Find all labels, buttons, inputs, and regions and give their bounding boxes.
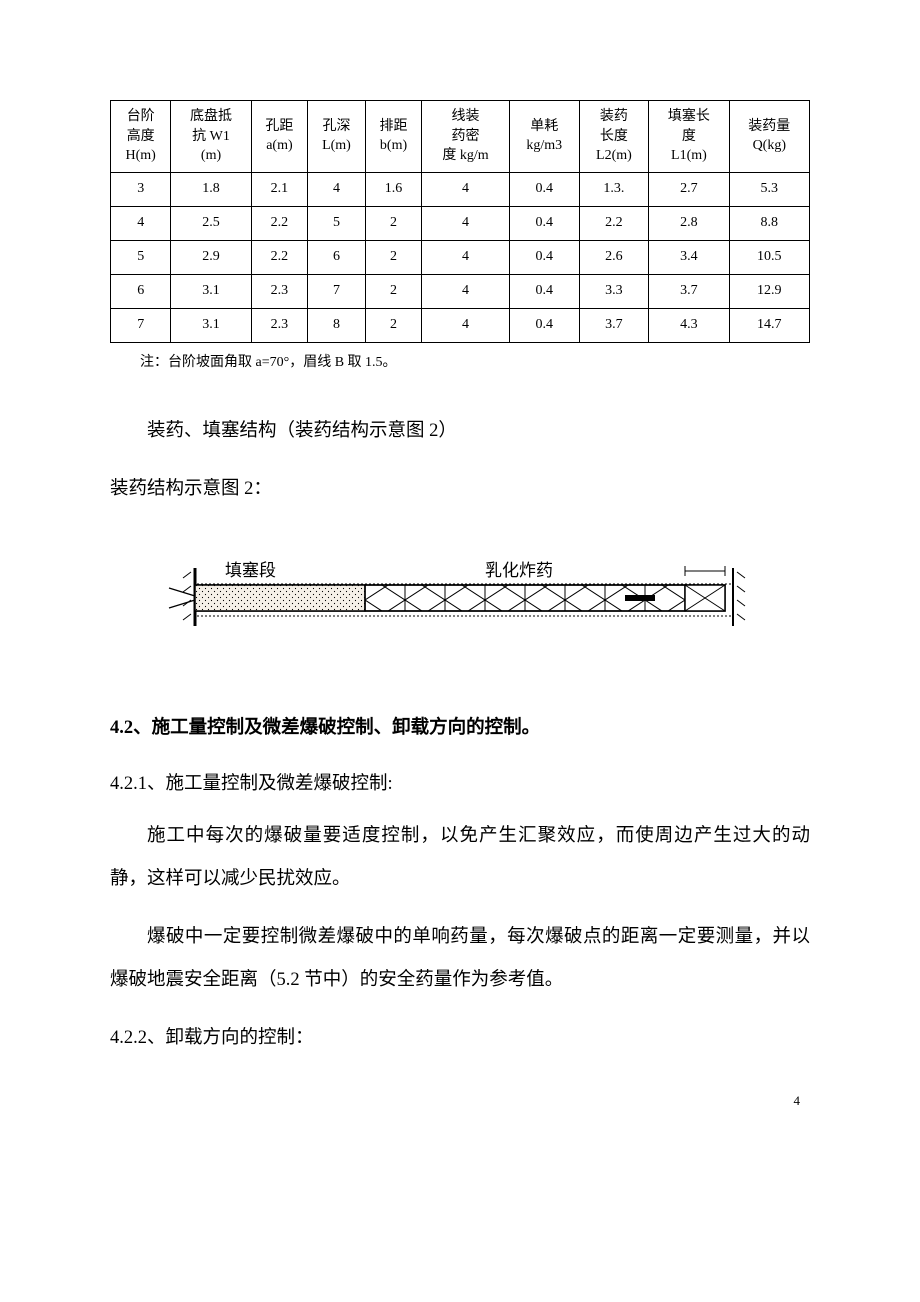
- table-cell: 7: [308, 274, 366, 308]
- table-cell: 0.4: [509, 274, 579, 308]
- table-cell: 10.5: [729, 240, 809, 274]
- table-cell: 4.3: [649, 308, 729, 342]
- table-cell: 8: [308, 308, 366, 342]
- table-row: 73.12.38240.43.74.314.7: [111, 308, 810, 342]
- col-header: 单耗 kg/m3: [509, 101, 579, 173]
- table-cell: 2.2: [251, 240, 307, 274]
- table-cell: 2.3: [251, 308, 307, 342]
- table-cell: 2.2: [251, 206, 307, 240]
- table-row: 63.12.37240.43.33.712.9: [111, 274, 810, 308]
- caption-ref: 装药、填塞结构（装药结构示意图 2）: [110, 411, 810, 452]
- table-cell: 14.7: [729, 308, 809, 342]
- col-header: 孔深 L(m): [308, 101, 366, 173]
- table-cell: 5.3: [729, 172, 809, 206]
- svg-text:乳化炸药: 乳化炸药: [485, 561, 553, 580]
- table-row: 31.82.141.640.41.3.2.75.3: [111, 172, 810, 206]
- table-cell: 3: [111, 172, 171, 206]
- col-header: 填塞长 度 L1(m): [649, 101, 729, 173]
- table-cell: 2.9: [171, 240, 251, 274]
- table-cell: 4: [422, 172, 510, 206]
- table-cell: 4: [308, 172, 366, 206]
- table-row: 42.52.25240.42.22.88.8: [111, 206, 810, 240]
- table-cell: 2: [365, 206, 421, 240]
- col-header: 孔距 a(m): [251, 101, 307, 173]
- table-row: 52.92.26240.42.63.410.5: [111, 240, 810, 274]
- table-cell: 1.3.: [579, 172, 649, 206]
- blast-parameters-table: 台阶 高度 H(m) 底盘抵 抗 W1 (m) 孔距 a(m) 孔深 L(m) …: [110, 100, 810, 343]
- charge-structure-diagram: 填塞段 乳化炸药: [165, 548, 755, 643]
- table-cell: 2.3: [251, 274, 307, 308]
- col-header: 装药量 Q(kg): [729, 101, 809, 173]
- table-cell: 2: [365, 274, 421, 308]
- col-header: 装药 长度 L2(m): [579, 101, 649, 173]
- body-paragraph: 施工中每次的爆破量要适度控制，以免产生汇聚效应，而使周边产生过大的动静，这样可以…: [110, 815, 810, 900]
- table-cell: 6: [111, 274, 171, 308]
- table-cell: 4: [111, 206, 171, 240]
- figure-caption: 装药结构示意图 2：: [110, 469, 810, 510]
- table-cell: 3.1: [171, 308, 251, 342]
- table-cell: 4: [422, 240, 510, 274]
- table-cell: 5: [111, 240, 171, 274]
- subsection-4-2-1: 4.2.1、施工量控制及微差爆破控制:: [110, 769, 810, 795]
- section-heading-4-2: 4.2、施工量控制及微差爆破控制、卸载方向的控制。: [110, 713, 810, 739]
- table-cell: 3.4: [649, 240, 729, 274]
- table-cell: 2.5: [171, 206, 251, 240]
- subsection-4-2-2: 4.2.2、卸载方向的控制：: [110, 1023, 810, 1049]
- table-cell: 8.8: [729, 206, 809, 240]
- table-cell: 12.9: [729, 274, 809, 308]
- table-header-row: 台阶 高度 H(m) 底盘抵 抗 W1 (m) 孔距 a(m) 孔深 L(m) …: [111, 101, 810, 173]
- col-header: 排距 b(m): [365, 101, 421, 173]
- table-cell: 3.1: [171, 274, 251, 308]
- page-number: 4: [794, 1093, 801, 1109]
- table-cell: 2.2: [579, 206, 649, 240]
- table-cell: 1.8: [171, 172, 251, 206]
- table-cell: 2.1: [251, 172, 307, 206]
- table-cell: 2.7: [649, 172, 729, 206]
- table-cell: 0.4: [509, 172, 579, 206]
- table-cell: 4: [422, 274, 510, 308]
- table-cell: 4: [422, 206, 510, 240]
- table-cell: 0.4: [509, 308, 579, 342]
- col-header: 线装 药密 度 kg/m: [422, 101, 510, 173]
- table-cell: 3.7: [649, 274, 729, 308]
- svg-text:填塞段: 填塞段: [225, 561, 276, 580]
- table-footnote: 注：台阶坡面角取 a=70°，眉线 B 取 1.5。: [110, 351, 810, 371]
- table-cell: 4: [422, 308, 510, 342]
- body-paragraph: 爆破中一定要控制微差爆破中的单响药量，每次爆破点的距离一定要测量，并以爆破地震安…: [110, 916, 810, 1001]
- table-cell: 1.6: [365, 172, 421, 206]
- table-cell: 2: [365, 240, 421, 274]
- col-header: 底盘抵 抗 W1 (m): [171, 101, 251, 173]
- table-cell: 2: [365, 308, 421, 342]
- table-cell: 2.8: [649, 206, 729, 240]
- table-cell: 7: [111, 308, 171, 342]
- table-cell: 6: [308, 240, 366, 274]
- table-cell: 5: [308, 206, 366, 240]
- table-cell: 0.4: [509, 240, 579, 274]
- col-header: 台阶 高度 H(m): [111, 101, 171, 173]
- table-cell: 3.7: [579, 308, 649, 342]
- table-cell: 2.6: [579, 240, 649, 274]
- table-cell: 3.3: [579, 274, 649, 308]
- table-cell: 0.4: [509, 206, 579, 240]
